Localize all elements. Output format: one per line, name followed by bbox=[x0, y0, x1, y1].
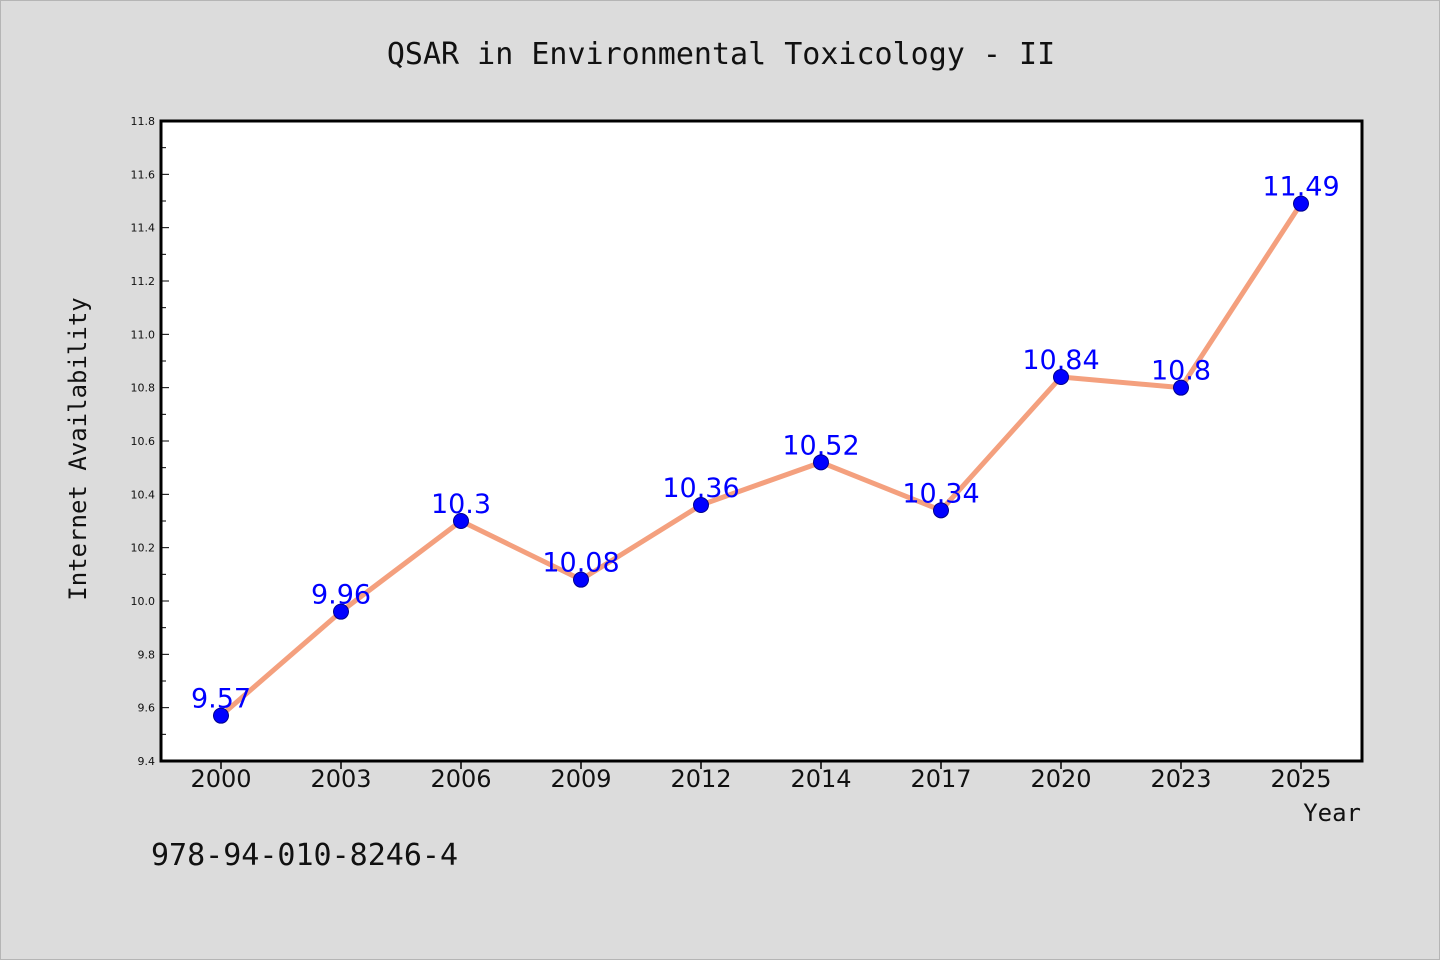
data-point-marker bbox=[333, 603, 349, 620]
x-tick-label: 2012 bbox=[670, 765, 731, 793]
x-tick-label: 2009 bbox=[550, 765, 611, 793]
x-tick-label: 2017 bbox=[910, 765, 971, 793]
x-axis: 2000 2003 2006 2009 2012 2014 2017 2020 2023 2025 bbox=[190, 761, 1332, 793]
data-point-marker bbox=[1173, 379, 1189, 396]
x-tick-label: 2023 bbox=[1150, 765, 1211, 793]
y-tick-label: 9.6 bbox=[138, 702, 156, 715]
data-point-marker bbox=[693, 497, 709, 513]
y-tick-label: 11.8 bbox=[131, 115, 156, 128]
data-label: 10.52 bbox=[782, 430, 859, 461]
data-point-marker bbox=[573, 571, 589, 588]
x-tick-label: 2006 bbox=[430, 765, 491, 793]
y-tick-label: 11.2 bbox=[131, 275, 156, 288]
data-label: 10.3 bbox=[431, 489, 491, 520]
x-tick-label: 2020 bbox=[1030, 765, 1091, 793]
x-tick-label: 2025 bbox=[1270, 765, 1331, 793]
x-axis-label: Year bbox=[1303, 799, 1361, 827]
data-label: 9.57 bbox=[191, 684, 251, 715]
data-point-marker bbox=[1293, 195, 1309, 212]
data-point-marker bbox=[813, 454, 829, 471]
data-label: 11.49 bbox=[1262, 172, 1339, 203]
y-tick-label: 11.6 bbox=[131, 168, 156, 181]
data-label: 10.36 bbox=[662, 473, 739, 504]
data-point-marker bbox=[1053, 369, 1069, 385]
isbn-text: 978-94-010-8246-4 bbox=[151, 838, 458, 873]
y-tick-label: 10.8 bbox=[131, 382, 156, 395]
data-label: 10.8 bbox=[1151, 356, 1211, 387]
y-axis-label: Internet Availability bbox=[64, 297, 92, 600]
data-point-marker bbox=[453, 513, 469, 529]
data-label: 10.34 bbox=[902, 478, 979, 509]
x-tick-label: 2003 bbox=[310, 765, 371, 793]
y-tick-label: 10.0 bbox=[131, 595, 156, 608]
y-tick-label: 11.0 bbox=[131, 328, 156, 341]
data-label-group: 9.57 9.96 10.3 10.08 10.36 10.52 10.34 10.84 10.… bbox=[191, 172, 1340, 715]
series-group bbox=[213, 195, 1309, 724]
data-label: 10.08 bbox=[542, 548, 619, 579]
x-tick-label: 2014 bbox=[790, 765, 851, 793]
data-point-marker bbox=[213, 707, 229, 724]
chart-title: QSAR in Environmental Toxicology - II bbox=[387, 37, 1055, 72]
data-label: 10.84 bbox=[1022, 345, 1099, 376]
y-axis: 9.4 9.6 9.8 10.0 10.2 10.4 10.6 10.8 11.0 11.2 11.… bbox=[131, 115, 169, 768]
x-tick-label: 2000 bbox=[190, 765, 251, 793]
data-point-marker bbox=[933, 502, 949, 519]
y-tick-label: 9.4 bbox=[138, 755, 156, 768]
y-tick-label: 10.4 bbox=[131, 488, 156, 501]
y-tick-label: 11.4 bbox=[131, 222, 156, 235]
y-tick-label: 10.6 bbox=[131, 435, 156, 448]
y-tick-label: 9.8 bbox=[138, 648, 156, 661]
plot-frame bbox=[159, 119, 1364, 763]
y-tick-label: 10.2 bbox=[131, 542, 156, 555]
plot-area bbox=[161, 121, 1362, 761]
data-label: 9.96 bbox=[311, 580, 371, 611]
series-line bbox=[218, 201, 1304, 719]
